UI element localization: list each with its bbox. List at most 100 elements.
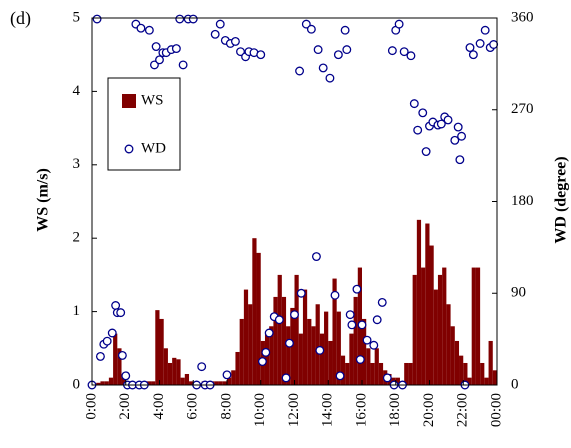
point bbox=[315, 345, 325, 355]
x-tick-label: 14:00 bbox=[320, 393, 336, 427]
point bbox=[352, 284, 362, 294]
point bbox=[236, 47, 245, 57]
bar bbox=[459, 355, 464, 385]
point bbox=[188, 14, 198, 24]
point bbox=[413, 125, 423, 135]
point bbox=[178, 60, 188, 70]
y2-tick-label: 270 bbox=[511, 101, 534, 117]
point bbox=[340, 25, 350, 35]
point bbox=[406, 51, 416, 61]
bar bbox=[324, 311, 329, 385]
point bbox=[264, 328, 274, 338]
x-tick-label: 8:00 bbox=[218, 393, 234, 420]
point bbox=[377, 297, 387, 307]
bar bbox=[307, 318, 312, 385]
bar bbox=[404, 362, 409, 385]
point bbox=[295, 66, 305, 76]
point bbox=[347, 320, 357, 330]
bar bbox=[298, 333, 303, 385]
point bbox=[372, 315, 382, 325]
point bbox=[318, 63, 328, 73]
point bbox=[261, 347, 271, 357]
bar bbox=[328, 340, 333, 385]
point bbox=[171, 44, 181, 54]
point bbox=[215, 19, 225, 29]
point bbox=[144, 25, 154, 35]
bar bbox=[273, 296, 278, 385]
point bbox=[468, 50, 478, 60]
point bbox=[382, 373, 392, 383]
bar bbox=[218, 381, 223, 385]
panel-label: (d) bbox=[10, 8, 31, 29]
bar bbox=[378, 362, 384, 385]
bar bbox=[155, 310, 160, 385]
bar bbox=[269, 326, 274, 385]
y-tick-label: 1 bbox=[73, 303, 81, 319]
point bbox=[151, 42, 161, 51]
bar bbox=[239, 318, 244, 385]
point bbox=[465, 43, 475, 53]
bar bbox=[319, 333, 325, 385]
bar bbox=[167, 362, 173, 385]
bar bbox=[395, 377, 400, 385]
bar bbox=[277, 274, 282, 385]
bar bbox=[454, 340, 460, 385]
point bbox=[455, 155, 465, 165]
bar bbox=[340, 355, 346, 385]
point bbox=[121, 371, 131, 381]
bar bbox=[189, 381, 194, 385]
bar bbox=[163, 348, 168, 385]
y-tick-label: 0 bbox=[73, 376, 81, 392]
point bbox=[409, 99, 419, 109]
bar bbox=[446, 304, 451, 385]
bar bbox=[311, 326, 316, 385]
bar bbox=[243, 289, 249, 385]
x-tick-label: 4:00 bbox=[151, 393, 167, 420]
point bbox=[311, 252, 321, 261]
point bbox=[284, 338, 294, 348]
bar bbox=[231, 370, 236, 385]
x-tick-label: 00:00 bbox=[488, 393, 504, 427]
point bbox=[92, 14, 102, 24]
point bbox=[457, 131, 467, 141]
bar bbox=[412, 274, 417, 385]
point bbox=[325, 73, 335, 83]
bar bbox=[366, 348, 371, 385]
bar bbox=[362, 318, 367, 385]
point bbox=[210, 29, 220, 39]
bar bbox=[294, 274, 299, 385]
point bbox=[155, 55, 164, 65]
bar bbox=[336, 311, 341, 385]
point bbox=[480, 25, 490, 35]
point bbox=[111, 301, 121, 310]
legend-swatch bbox=[124, 144, 134, 154]
point bbox=[453, 122, 463, 132]
bar bbox=[256, 252, 261, 385]
bar bbox=[146, 381, 152, 385]
bar bbox=[429, 245, 434, 385]
x-tick-label: 20:00 bbox=[421, 393, 437, 427]
point bbox=[436, 119, 446, 129]
x-tick-label: 16:00 bbox=[353, 393, 369, 427]
bar bbox=[104, 381, 109, 385]
bar bbox=[442, 267, 447, 385]
bar bbox=[248, 304, 253, 385]
y-axis-label: WS (m/s) bbox=[35, 168, 52, 232]
point bbox=[117, 350, 127, 360]
bar bbox=[176, 359, 181, 385]
point bbox=[230, 36, 240, 46]
bar bbox=[353, 296, 358, 385]
x-tick-label: 6:00 bbox=[185, 393, 201, 420]
bar bbox=[315, 304, 320, 385]
bar bbox=[151, 381, 156, 385]
point bbox=[345, 310, 355, 320]
x-tick-label: 10:00 bbox=[252, 393, 268, 427]
point bbox=[333, 50, 343, 60]
bar bbox=[408, 362, 413, 385]
y-tick-label: 3 bbox=[73, 156, 81, 172]
bar bbox=[108, 377, 114, 385]
point bbox=[256, 50, 266, 60]
point bbox=[95, 352, 105, 361]
legend-swatch bbox=[122, 94, 136, 108]
